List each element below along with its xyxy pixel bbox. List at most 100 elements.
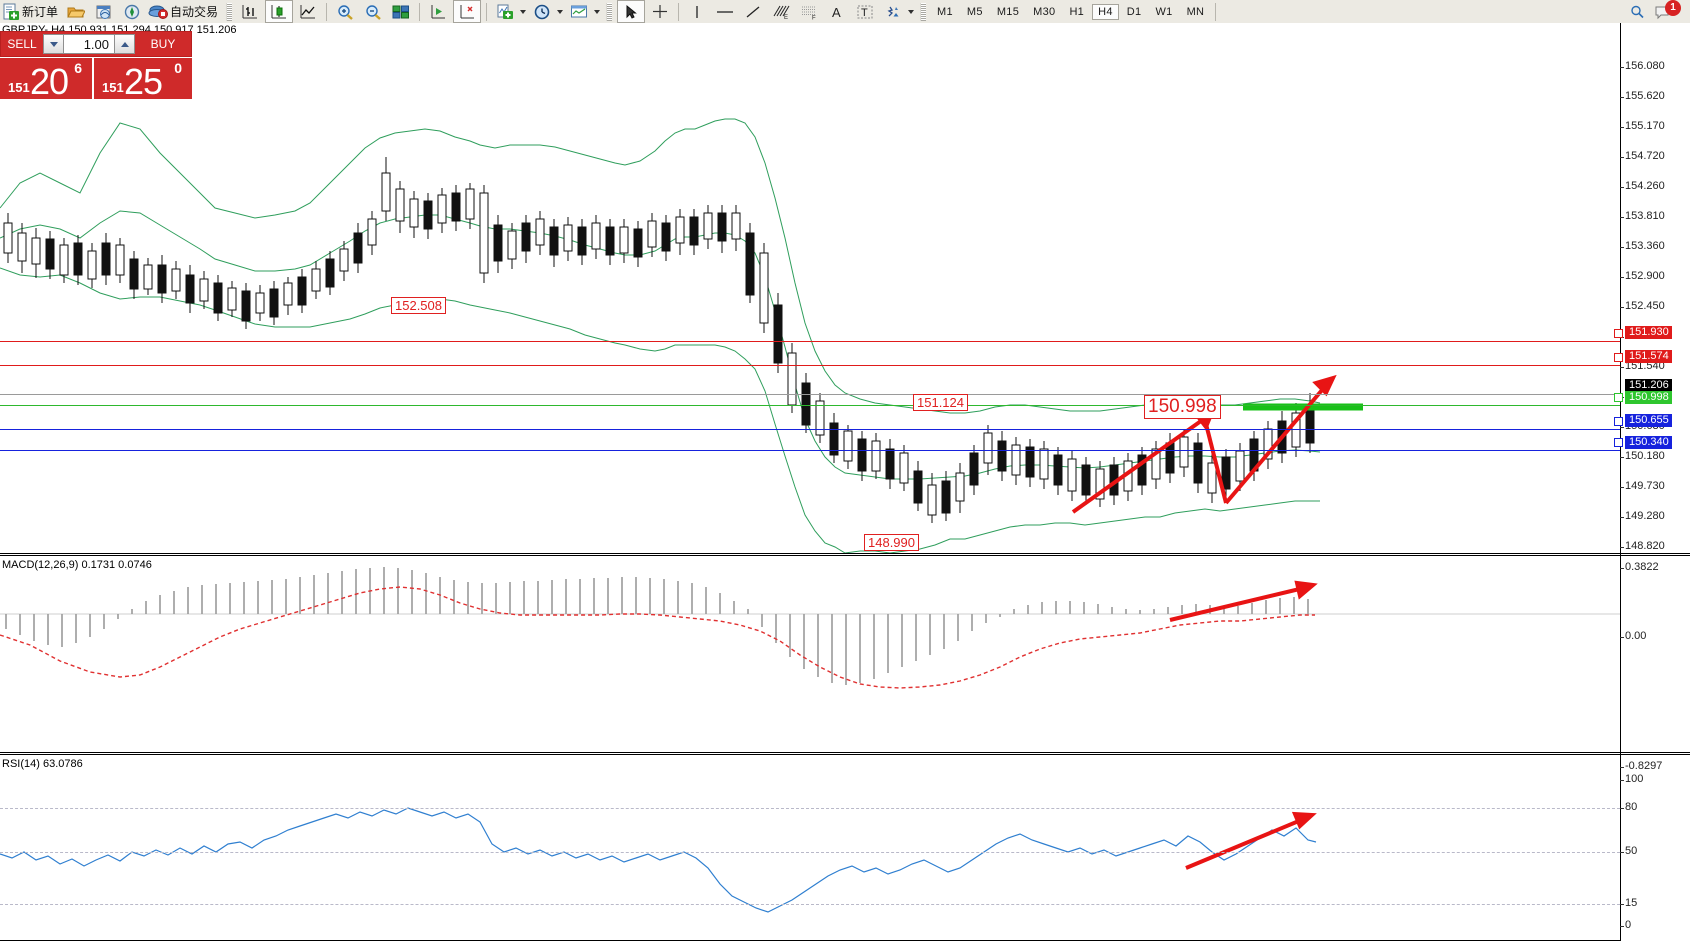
expert-advisors-button[interactable] — [63, 1, 89, 22]
buy-price-pips: 25 — [124, 61, 163, 99]
buy-price-prefix: 151 — [102, 80, 124, 95]
tab-timeframe-m15[interactable]: M15 — [996, 5, 1020, 18]
templates-chevron-down-icon[interactable] — [594, 9, 601, 14]
sell-button[interactable]: SELL — [0, 31, 43, 57]
crosshair-tool[interactable] — [647, 1, 673, 22]
tab-timeframe-m1[interactable]: M1 — [937, 5, 953, 18]
level-handle-150998[interactable] — [1614, 393, 1623, 402]
elliott-wave-tool[interactable]: E — [768, 1, 794, 22]
rsi-label: RSI(14) 63.0786 — [2, 758, 83, 770]
resistance-tag-151930[interactable]: 151.930 — [1625, 326, 1672, 339]
vertical-line-tool[interactable] — [684, 1, 710, 22]
trend-arrow-up-2 — [1224, 374, 1337, 505]
rsi-pane[interactable]: RSI(14) 63.0786 — [0, 756, 1620, 940]
notifications-button[interactable]: 1 — [1652, 0, 1683, 22]
data-window-button[interactable] — [91, 1, 117, 22]
buy-price-display[interactable]: 151 25 0 — [94, 58, 192, 99]
candlestick-chart-button[interactable] — [265, 0, 294, 23]
level-line-150655[interactable] — [0, 429, 1620, 430]
level-line-151930[interactable] — [0, 341, 1620, 342]
shapes-tool[interactable] — [880, 1, 906, 22]
search-button[interactable] — [1624, 1, 1650, 22]
pane-divider-2[interactable] — [0, 752, 1690, 753]
tab-timeframe-d1[interactable]: D1 — [1126, 5, 1142, 18]
notification-badge: 1 — [1665, 0, 1681, 16]
resistance-tag-151574[interactable]: 151.574 — [1625, 350, 1672, 363]
buy-button[interactable]: BUY — [135, 31, 192, 57]
sell-price-display[interactable]: 151 20 6 — [0, 58, 92, 99]
rsi-y-tick: 50 — [1619, 845, 1638, 857]
horizontal-line-icon — [717, 10, 734, 13]
callout-152508[interactable]: 152.508 — [391, 297, 446, 314]
level-handle-150655[interactable] — [1614, 417, 1623, 426]
toolbar-grip-3[interactable] — [920, 2, 927, 21]
autotrading-label: 自动交易 — [170, 5, 219, 19]
tab-timeframe-h4[interactable]: H4 — [1092, 3, 1119, 20]
macd-pane[interactable]: MACD(12,26,9) 0.1731 0.0746 — [0, 557, 1620, 750]
tile-windows-button[interactable] — [388, 1, 414, 22]
add-indicator-chevron-down-icon[interactable] — [520, 9, 527, 14]
callout-150998[interactable]: 150.998 — [1144, 395, 1221, 419]
period-chevron-down-icon[interactable] — [557, 9, 564, 14]
chart-area[interactable]: GBPJPY-,H4 150.931 151.294 150.917 151.2… — [0, 23, 1690, 941]
chart-shift-button[interactable] — [453, 0, 482, 23]
trendline-tool[interactable] — [740, 1, 766, 22]
tab-timeframe-w1[interactable]: W1 — [1155, 5, 1173, 18]
elliott-wave-icon: E — [773, 5, 790, 20]
zoom-out-button[interactable] — [360, 1, 386, 22]
cursor-tool[interactable] — [617, 0, 646, 23]
volume-decrement-button[interactable] — [43, 34, 64, 54]
horizontal-line-tool[interactable] — [712, 1, 738, 22]
arrow-cursor-icon — [626, 4, 637, 19]
level-line-150340[interactable] — [0, 450, 1620, 451]
text-tool[interactable]: A — [824, 1, 850, 22]
buy-price-fraction: 0 — [174, 60, 182, 76]
pane-divider-1b — [0, 555, 1690, 556]
rsi-y-tick: 80 — [1619, 801, 1638, 813]
autotrading-button[interactable]: 自动交易 — [147, 1, 221, 22]
tab-timeframe-m5[interactable]: M5 — [966, 5, 983, 18]
zoom-in-button[interactable] — [332, 1, 358, 22]
support-tag-150655[interactable]: 150.655 — [1625, 414, 1672, 427]
fibonacci-tool[interactable]: F — [796, 1, 822, 22]
support-tag-150340[interactable]: 150.340 — [1625, 436, 1672, 449]
text-label-tool[interactable]: T — [852, 1, 878, 22]
support-tag-150998[interactable]: 150.998 — [1625, 391, 1672, 404]
callout-151124[interactable]: 151.124 — [913, 394, 968, 411]
tab-timeframe-h1[interactable]: H1 — [1069, 5, 1085, 18]
auto-scroll-button[interactable] — [425, 1, 451, 22]
tab-timeframe-mn[interactable]: MN — [1186, 5, 1205, 18]
price-pane[interactable]: 152.508 151.124 150.998 148.990 — [0, 33, 1620, 554]
line-chart-button[interactable] — [295, 1, 321, 22]
price-axis[interactable]: 156.080 155.620 155.170 154.720 154.260 … — [1619, 23, 1690, 941]
bar-chart-button[interactable] — [237, 1, 263, 22]
level-handle-151574[interactable] — [1614, 353, 1623, 362]
y-tick: 155.620 — [1620, 90, 1665, 102]
tab-timeframe-m30[interactable]: M30 — [1033, 5, 1056, 18]
macd-histogram — [5, 567, 1309, 685]
pane-divider-1[interactable] — [0, 553, 1690, 554]
tile-windows-icon — [392, 5, 410, 18]
toolbar-grip-2[interactable] — [606, 2, 613, 21]
level-line-151574[interactable] — [0, 365, 1620, 366]
templates-button[interactable] — [566, 1, 592, 22]
y-tick: 152.450 — [1620, 300, 1665, 312]
callout-148990[interactable]: 148.990 — [864, 534, 919, 551]
level-handle-150340[interactable] — [1614, 438, 1623, 447]
volume-control[interactable]: 1.00 — [43, 31, 135, 57]
volume-input[interactable]: 1.00 — [64, 34, 114, 54]
level-line-150998[interactable] — [0, 405, 1620, 406]
new-order-button[interactable]: 新订单 — [1, 1, 61, 22]
rsi-svg — [0, 807, 1317, 913]
volume-increment-button[interactable] — [114, 34, 135, 54]
toolbar-grip-1[interactable] — [226, 2, 233, 21]
one-click-trading-panel[interactable]: SELL 1.00 BUY 151 20 6 — [0, 31, 192, 100]
navigator-button[interactable] — [119, 1, 145, 22]
y-tick: 150.180 — [1620, 450, 1665, 462]
clock-icon — [534, 4, 550, 19]
shapes-chevron-down-icon[interactable] — [908, 9, 915, 14]
new-order-label: 新订单 — [22, 5, 59, 19]
level-handle-151930[interactable] — [1614, 329, 1623, 338]
period-separator-button[interactable] — [529, 1, 555, 22]
add-indicator-button[interactable] — [492, 1, 518, 22]
